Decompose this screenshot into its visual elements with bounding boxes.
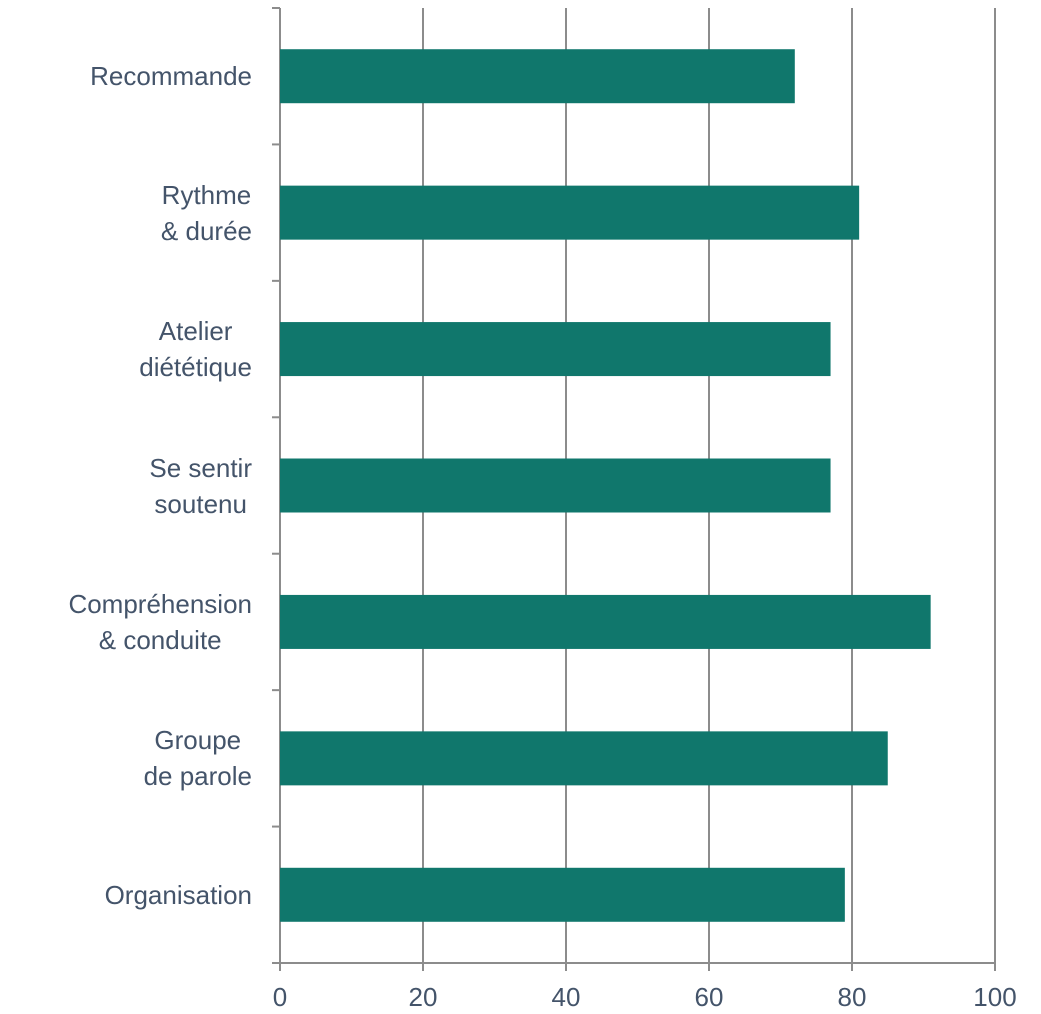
y-tick-label: Organisation (104, 879, 252, 910)
bar (280, 594, 931, 649)
bar (280, 322, 831, 377)
x-tick-label: 40 (552, 982, 581, 1012)
y-tick-label: Se sentir soutenu (149, 452, 252, 519)
x-tick-label: 0 (273, 982, 287, 1012)
x-tick-label: 60 (695, 982, 724, 1012)
bar (280, 731, 888, 786)
bar (280, 49, 795, 104)
y-tick-label: Compréhension & conduite (68, 588, 252, 655)
bar (280, 185, 860, 240)
y-tick-label: Atelier diététique (139, 316, 252, 383)
y-tick-label: Recommande (90, 61, 252, 92)
x-tick-label: 100 (973, 982, 1016, 1012)
x-tick-label: 20 (409, 982, 438, 1012)
bar (280, 867, 845, 922)
bar (280, 458, 831, 513)
x-tick-label: 80 (838, 982, 867, 1012)
y-tick-label: Rythme & durée (160, 179, 252, 246)
y-tick-label: Groupe de parole (143, 725, 252, 792)
